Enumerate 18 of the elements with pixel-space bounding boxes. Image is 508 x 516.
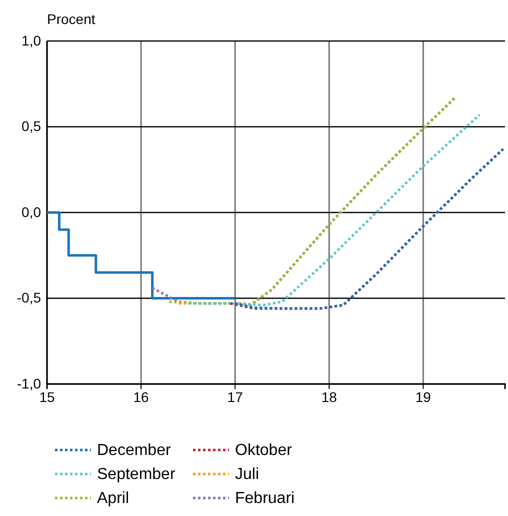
- y-tick-label: 0,0: [22, 204, 42, 220]
- legend-label: December: [97, 442, 172, 459]
- y-tick-label: -1,0: [16, 375, 42, 392]
- legend-label: September: [97, 466, 176, 483]
- y-axis-title: Procent: [47, 11, 96, 27]
- legend-label: April: [97, 490, 130, 507]
- x-tick-label: 17: [227, 388, 244, 405]
- legend-label: Februari: [235, 490, 295, 507]
- x-tick-label: 19: [415, 388, 432, 405]
- x-tick-label: 15: [39, 388, 55, 405]
- y-tick-label: 1,0: [22, 32, 42, 48]
- x-tick-label: 18: [321, 388, 338, 405]
- y-tick-label: -0,5: [16, 290, 42, 306]
- y-tick-label: 0,5: [22, 118, 42, 134]
- x-tick-label: 16: [133, 388, 150, 405]
- line-series: [186, 113, 481, 306]
- legend-label: Oktober: [235, 442, 293, 459]
- legend-label: Juli: [235, 466, 260, 483]
